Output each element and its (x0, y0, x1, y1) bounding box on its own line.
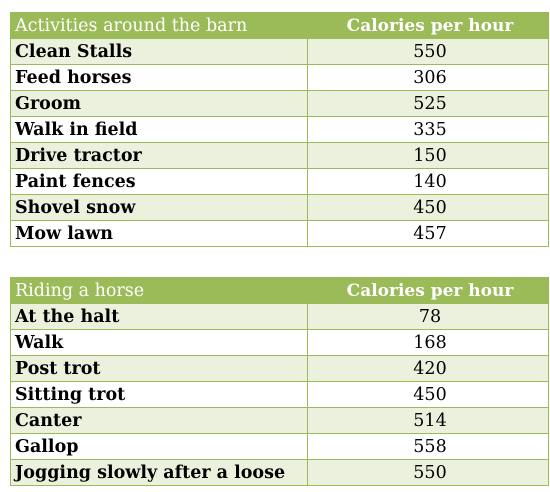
activity-cell: Sitting trot (10, 381, 308, 408)
table-row: Post trot 420 (10, 355, 549, 382)
riding-activities-table: Riding a horse Calories per hour At the … (10, 277, 549, 486)
table-row: Jogging slowly after a loose 550 (10, 459, 549, 486)
activity-cell: Canter (10, 407, 308, 434)
activity-cell: At the halt (10, 303, 308, 330)
activity-cell: Mow lawn (10, 220, 308, 247)
table-row: At the halt 78 (10, 303, 549, 330)
calories-cell: 140 (307, 168, 549, 195)
calories-cell: 514 (307, 407, 549, 434)
table-row: Sitting trot 450 (10, 381, 549, 408)
activity-column-header: Activities around the barn (10, 12, 308, 39)
activity-cell: Groom (10, 90, 308, 117)
activity-cell: Jogging slowly after a loose (10, 459, 308, 486)
table-header-row: Riding a horse Calories per hour (10, 277, 549, 304)
activity-cell: Clean Stalls (10, 38, 308, 65)
activity-cell: Gallop (10, 433, 308, 460)
table-row: Gallop 558 (10, 433, 549, 460)
calories-cell: 306 (307, 64, 549, 91)
activity-cell: Paint fences (10, 168, 308, 195)
calories-cell: 550 (307, 459, 549, 486)
table-row: Feed horses 306 (10, 64, 549, 91)
calories-cell: 450 (307, 381, 549, 408)
activity-cell: Walk (10, 329, 308, 356)
table-row: Walk 168 (10, 329, 549, 356)
calories-cell: 550 (307, 38, 549, 65)
activity-column-header: Riding a horse (10, 277, 308, 304)
activity-cell: Post trot (10, 355, 308, 382)
calories-column-header: Calories per hour (307, 12, 549, 39)
activity-cell: Feed horses (10, 64, 308, 91)
table-row: Drive tractor 150 (10, 142, 549, 169)
calories-cell: 558 (307, 433, 549, 460)
table-row: Canter 514 (10, 407, 549, 434)
activity-cell: Shovel snow (10, 194, 308, 221)
calories-cell: 335 (307, 116, 549, 143)
activity-cell: Walk in field (10, 116, 308, 143)
table-header-row: Activities around the barn Calories per … (10, 12, 549, 39)
calories-cell: 78 (307, 303, 549, 330)
table-row: Paint fences 140 (10, 168, 549, 195)
table-row: Groom 525 (10, 90, 549, 117)
table-row: Walk in field 335 (10, 116, 549, 143)
calories-cell: 420 (307, 355, 549, 382)
barn-activities-table: Activities around the barn Calories per … (10, 12, 549, 247)
calories-cell: 525 (307, 90, 549, 117)
table-row: Mow lawn 457 (10, 220, 549, 247)
calories-cell: 450 (307, 194, 549, 221)
calories-cell: 457 (307, 220, 549, 247)
calories-cell: 168 (307, 329, 549, 356)
activity-cell: Drive tractor (10, 142, 308, 169)
calories-column-header: Calories per hour (307, 277, 549, 304)
table-row: Shovel snow 450 (10, 194, 549, 221)
table-row: Clean Stalls 550 (10, 38, 549, 65)
calories-cell: 150 (307, 142, 549, 169)
